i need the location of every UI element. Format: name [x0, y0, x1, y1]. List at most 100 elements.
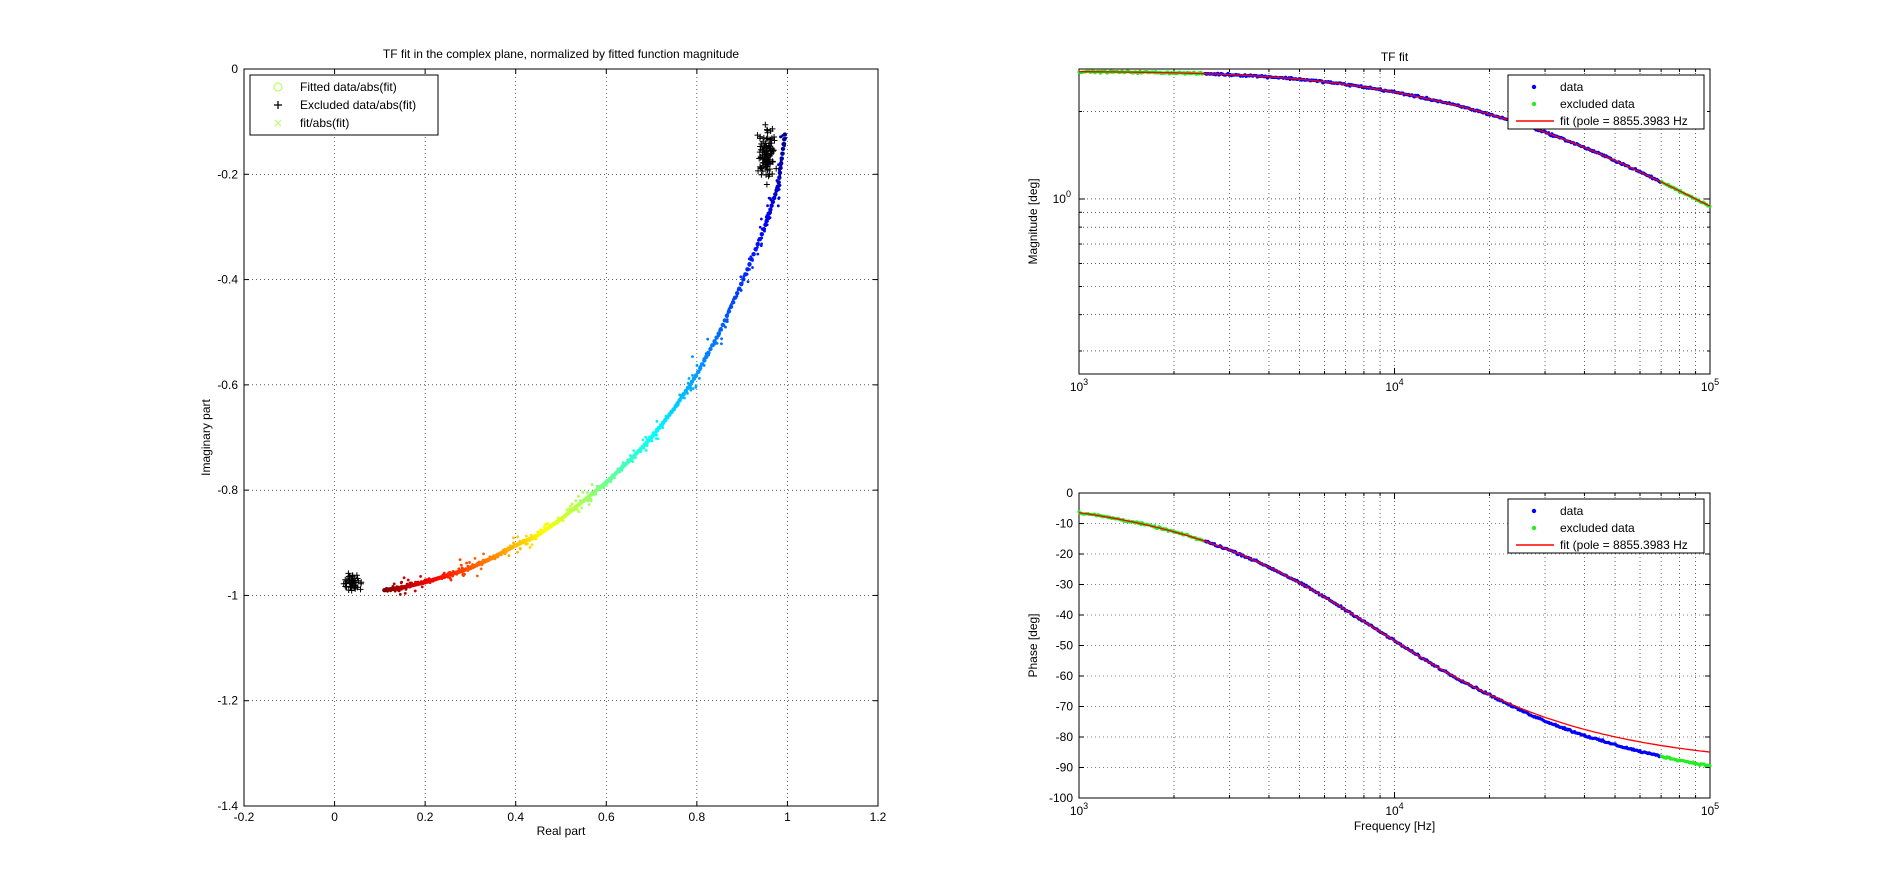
phase-grid [1079, 493, 1710, 798]
fitted-data-point [403, 591, 407, 595]
complex-plane-chart: -0.2 0 0.2 0.4 0.6 0.8 1 1.2 -1.4 -1.2 -1 -0.8 -0.6 -… [199, 47, 887, 838]
excluded-data-point [766, 171, 773, 178]
fitted-data-point [473, 556, 477, 560]
legend-entry-fitted-data: Fitted data/abs(fit) [300, 80, 397, 94]
excluded-data-point [343, 577, 350, 584]
fitted-data-point [691, 355, 694, 359]
fitted-data-point [644, 435, 648, 439]
fit-point [751, 252, 756, 257]
magnitude-marks [1077, 69, 1712, 208]
fit-point [778, 161, 784, 166]
x-tick-label: 103 [1070, 377, 1088, 394]
legend-marker-x [274, 119, 282, 127]
fitted-data-point [465, 561, 468, 565]
fitted-data-point [449, 578, 453, 582]
legend-marker-excluded [1531, 101, 1537, 107]
fitted-data-point [534, 537, 538, 541]
fitted-data-point [635, 451, 639, 455]
y-tick-label: -70 [1056, 700, 1074, 714]
complex-plane-grid [244, 69, 878, 806]
fitted-data-point [689, 388, 693, 392]
fitted-data-point [656, 437, 660, 441]
fit-point [773, 192, 778, 197]
fit-point [698, 365, 703, 371]
fit-point [759, 231, 765, 237]
excluded-data-point [763, 150, 770, 157]
fit-point [747, 262, 752, 267]
fitted-data-point [451, 569, 455, 573]
fitted-data-point [581, 491, 585, 494]
fit-point [687, 382, 693, 387]
phase-marks [1077, 510, 1712, 768]
fitted-data-point [631, 460, 635, 463]
y-tick-label: -0.8 [217, 483, 238, 497]
fitted-data-point [570, 502, 574, 506]
excluded-data-point [761, 143, 768, 150]
fitted-data-point [734, 295, 738, 299]
fitted-data-point [562, 515, 566, 519]
x-tick-label: 0 [331, 810, 338, 824]
x-tick-label: 0.4 [507, 810, 524, 824]
legend-marker-circle [273, 82, 283, 92]
y-tick-label: -10 [1056, 517, 1074, 531]
fitted-data-point [655, 419, 659, 423]
fitted-data-point [654, 433, 658, 437]
fitted-data-point [481, 558, 485, 562]
excluded-data-point [773, 165, 780, 172]
excluded-data-point [760, 134, 767, 141]
fit-point [685, 385, 691, 391]
excluded-data-point [766, 136, 773, 143]
fitted-data-point [720, 342, 723, 346]
fit-point [730, 300, 736, 305]
fit-point [716, 331, 721, 336]
fitted-data-point [458, 558, 462, 562]
fitted-data-point [528, 546, 532, 549]
fit-point [712, 339, 717, 344]
fitted-data-point [468, 565, 472, 569]
fitted-data-point [577, 494, 580, 498]
fitted-data-point [556, 516, 560, 520]
fitted-data-point [524, 534, 528, 538]
fitted-data-point [719, 326, 723, 330]
fitted-data-point [459, 563, 463, 567]
excluded-data-point [771, 137, 778, 144]
legend-marker-plus [274, 101, 282, 109]
magnitude-legend-markers [1516, 84, 1554, 122]
excluded-data-point [764, 127, 771, 134]
fitted-data-point [565, 508, 569, 512]
fit-point [778, 165, 783, 171]
fitted-data-point [609, 480, 613, 484]
fitted-data-point [466, 569, 470, 572]
fitted-data-point [769, 211, 773, 214]
y-tick-label: -50 [1056, 639, 1074, 653]
fitted-data-point [586, 491, 589, 494]
fitted-data-point [641, 438, 645, 442]
fitted-data-point [758, 225, 762, 229]
fitted-data-point [779, 156, 783, 160]
fitted-data-point [392, 582, 396, 586]
fitted-data-point [574, 499, 578, 503]
fitted-data-point [756, 252, 760, 256]
fit-point [749, 257, 754, 262]
x-tick-label: -0.2 [234, 810, 255, 824]
excluded-data-point [1708, 764, 1712, 768]
fit-line [1079, 71, 1711, 207]
y-tick-label: -1.4 [217, 799, 238, 813]
y-tick-label: -1 [227, 588, 238, 602]
excluded-data-point [758, 165, 765, 172]
fit-point [681, 391, 686, 397]
magnitude-chart: 103 104 105 100 TF fit Magnitude [deg] data… [1026, 50, 1719, 394]
excluded-data-point [763, 181, 770, 188]
complex-plane-title: TF fit in the complex plane, normalized … [383, 47, 740, 61]
complex-plane-ticks: -0.2 0 0.2 0.4 0.6 0.8 1 1.2 -1.4 -1.2 -1 -0.8 -0.6 -… [217, 62, 886, 824]
fitted-data-point [689, 386, 693, 390]
phase-ticks: 103 104 105-100-90-80-70-60-50-40-30-20-10… [1049, 486, 1719, 818]
fit-point [720, 322, 725, 328]
excluded-data-point [760, 146, 767, 153]
legend-entry-excluded-data: Excluded data/abs(fit) [300, 98, 416, 112]
fitted-data-point [759, 217, 763, 221]
fitted-data-point [691, 373, 694, 377]
fit-point [781, 141, 786, 147]
fitted-data-point [745, 272, 749, 276]
fitted-data-point [512, 541, 515, 545]
